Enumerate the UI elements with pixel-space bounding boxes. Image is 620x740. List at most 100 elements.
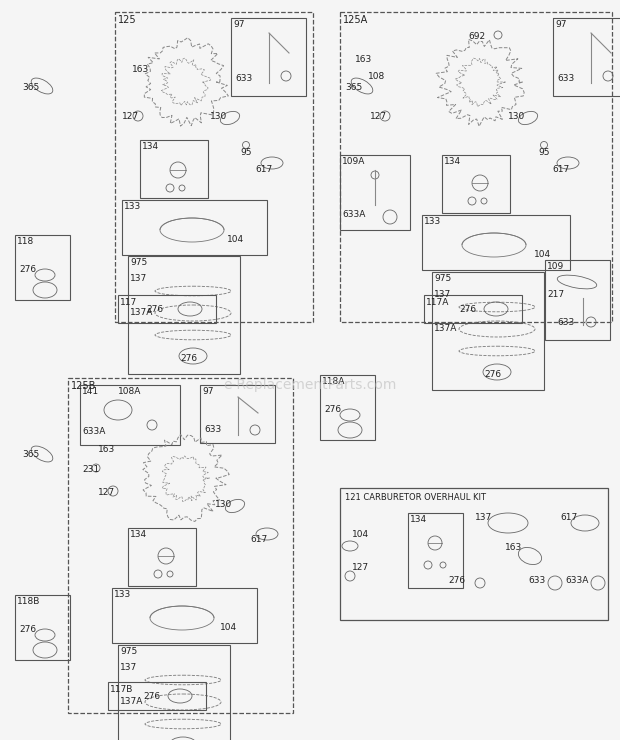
Text: 97: 97 [555, 20, 567, 29]
Text: 104: 104 [227, 235, 244, 244]
Text: 137A: 137A [120, 697, 143, 706]
Text: 617: 617 [250, 535, 267, 544]
Text: 130: 130 [215, 500, 232, 509]
Text: 97: 97 [202, 387, 213, 396]
Bar [112, 588, 257, 643]
Text: 633A: 633A [565, 576, 588, 585]
Bar [15, 595, 70, 660]
Text: 276: 276 [484, 370, 501, 379]
Bar [553, 18, 620, 96]
Text: 163: 163 [355, 55, 372, 64]
Text: 633: 633 [528, 576, 545, 585]
Bar [432, 272, 544, 390]
Text: 276: 276 [19, 265, 36, 274]
Bar [128, 528, 196, 586]
Bar [115, 12, 313, 322]
Text: 117: 117 [120, 298, 137, 307]
Text: 975: 975 [434, 274, 451, 283]
Text: 97: 97 [233, 20, 244, 29]
Text: 130: 130 [508, 112, 525, 121]
Text: 109: 109 [547, 262, 564, 271]
Text: 231: 231 [82, 465, 99, 474]
Text: 127: 127 [122, 112, 139, 121]
Text: 141: 141 [82, 387, 99, 396]
Text: 130: 130 [210, 112, 228, 121]
Text: 95: 95 [538, 148, 549, 157]
Text: 133: 133 [424, 217, 441, 226]
Text: 134: 134 [130, 530, 147, 539]
Text: 276: 276 [143, 692, 160, 701]
Text: 276: 276 [19, 625, 36, 634]
Text: 134: 134 [444, 157, 461, 166]
Bar [118, 645, 230, 740]
Text: 276: 276 [146, 305, 163, 314]
Bar [128, 256, 240, 374]
Bar [108, 682, 206, 710]
Text: 617: 617 [552, 165, 569, 174]
Text: 365: 365 [345, 83, 362, 92]
Bar [80, 385, 180, 445]
Text: 137A: 137A [130, 308, 153, 317]
Bar [320, 375, 375, 440]
Bar [122, 200, 267, 255]
Text: 127: 127 [352, 563, 369, 572]
Text: 365: 365 [22, 450, 39, 459]
Bar [545, 260, 610, 340]
Text: 117B: 117B [110, 685, 133, 694]
Text: 104: 104 [534, 250, 551, 259]
Text: 276: 276 [459, 305, 476, 314]
Text: 975: 975 [120, 647, 137, 656]
Text: 137: 137 [475, 513, 492, 522]
Text: 108A: 108A [118, 387, 141, 396]
Bar [424, 295, 522, 323]
Bar [422, 215, 570, 270]
Bar [408, 513, 463, 588]
Text: 217: 217 [547, 290, 564, 299]
Text: 133: 133 [114, 590, 131, 599]
Text: 109A: 109A [342, 157, 365, 166]
Text: 692: 692 [468, 32, 485, 41]
Text: 127: 127 [370, 112, 387, 121]
Text: 276: 276 [448, 576, 465, 585]
Text: 633A: 633A [342, 210, 365, 219]
Text: 118A: 118A [322, 377, 345, 386]
Text: 163: 163 [132, 65, 149, 74]
Text: 633: 633 [235, 74, 252, 83]
Text: 163: 163 [98, 445, 115, 454]
Text: 365: 365 [22, 83, 39, 92]
Text: 137: 137 [130, 274, 148, 283]
Text: 137: 137 [120, 663, 137, 672]
Text: 134: 134 [142, 142, 159, 151]
Text: 137: 137 [434, 290, 451, 299]
Bar [68, 378, 293, 713]
Text: 633: 633 [557, 74, 574, 83]
Text: 118: 118 [17, 237, 34, 246]
Text: 617: 617 [560, 513, 577, 522]
Text: 276: 276 [180, 354, 197, 363]
Text: 125: 125 [118, 15, 136, 25]
Text: 104: 104 [352, 530, 369, 539]
Text: 633: 633 [204, 425, 221, 434]
Text: 137A: 137A [434, 324, 458, 333]
Text: 163: 163 [505, 543, 522, 552]
Text: e-ReplacementParts.com: e-ReplacementParts.com [223, 378, 397, 391]
Bar [340, 488, 608, 620]
Bar [140, 140, 208, 198]
Text: 127: 127 [98, 488, 115, 497]
Bar [340, 155, 410, 230]
Text: 125A: 125A [343, 15, 368, 25]
Text: 975: 975 [130, 258, 148, 267]
Text: 617: 617 [255, 165, 272, 174]
Text: 108: 108 [368, 72, 385, 81]
Text: 125B: 125B [71, 381, 96, 391]
Bar [340, 12, 612, 322]
Bar [118, 295, 216, 323]
Text: 121 CARBURETOR OVERHAUL KIT: 121 CARBURETOR OVERHAUL KIT [345, 493, 486, 502]
Text: 95: 95 [240, 148, 252, 157]
Bar [231, 18, 306, 96]
Text: 633A: 633A [82, 427, 105, 436]
Text: 134: 134 [410, 515, 427, 524]
Text: 117A: 117A [426, 298, 450, 307]
Text: 633: 633 [557, 318, 574, 327]
Bar [200, 385, 275, 443]
